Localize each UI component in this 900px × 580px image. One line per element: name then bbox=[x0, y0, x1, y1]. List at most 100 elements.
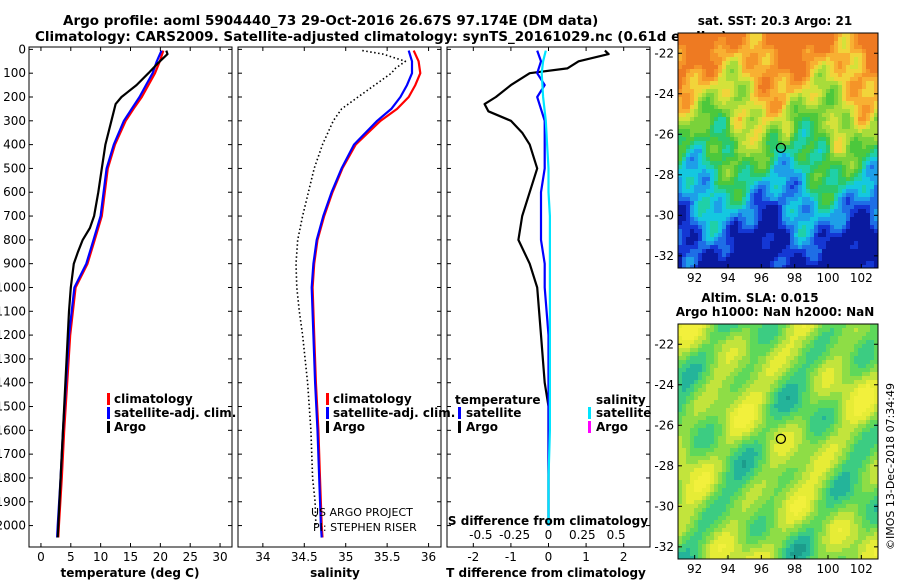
map-cell bbox=[794, 137, 799, 142]
map-cell bbox=[686, 157, 691, 162]
map-cell bbox=[818, 241, 823, 246]
map-cell bbox=[846, 165, 851, 170]
map-cell bbox=[730, 69, 735, 74]
map-cell bbox=[694, 125, 699, 130]
map-cell bbox=[786, 45, 791, 50]
map-cell bbox=[842, 412, 847, 417]
map-cell bbox=[854, 73, 859, 78]
map-cell bbox=[770, 69, 775, 74]
map-cell bbox=[826, 165, 831, 170]
map-cell bbox=[818, 456, 823, 461]
map-cell bbox=[870, 69, 875, 74]
map-cell bbox=[826, 356, 831, 361]
map-cell bbox=[834, 261, 839, 266]
map-cell bbox=[710, 261, 715, 266]
map-cell bbox=[734, 392, 739, 397]
map-cell bbox=[806, 332, 811, 337]
map-cell bbox=[774, 225, 779, 230]
map-cell bbox=[842, 432, 847, 437]
map-cell bbox=[790, 121, 795, 126]
map-cell bbox=[702, 253, 707, 258]
map-cell bbox=[678, 364, 683, 369]
map-cell bbox=[818, 352, 823, 357]
map-cell bbox=[686, 149, 691, 154]
map-cell bbox=[690, 225, 695, 230]
map-cell bbox=[782, 328, 787, 333]
map-cell bbox=[846, 249, 851, 254]
map-cell bbox=[786, 169, 791, 174]
map-cell bbox=[682, 141, 687, 146]
map-cell bbox=[754, 141, 759, 146]
map-cell bbox=[870, 444, 875, 449]
map-cell bbox=[846, 368, 851, 373]
map-cell bbox=[858, 364, 863, 369]
map-cell bbox=[822, 356, 827, 361]
map-cell bbox=[754, 33, 759, 38]
map-cell bbox=[762, 452, 767, 457]
map-cell bbox=[742, 185, 747, 190]
map-cell bbox=[694, 81, 699, 86]
map-cell bbox=[710, 265, 715, 268]
map-cell bbox=[742, 480, 747, 485]
map-cell bbox=[866, 161, 871, 166]
map-cell bbox=[734, 157, 739, 162]
map-cell bbox=[694, 332, 699, 337]
map-cell bbox=[686, 261, 691, 266]
map-cell bbox=[786, 233, 791, 238]
map-cell bbox=[714, 412, 719, 417]
map-cell bbox=[862, 265, 867, 268]
map-cell bbox=[742, 380, 747, 385]
map-cell bbox=[870, 189, 875, 194]
map-cell bbox=[758, 480, 763, 485]
map-cell bbox=[694, 245, 699, 250]
map-cell bbox=[866, 201, 871, 206]
map-cell bbox=[798, 460, 803, 465]
map-cell bbox=[738, 344, 743, 349]
map-cell bbox=[782, 452, 787, 457]
map-cell bbox=[718, 81, 723, 86]
map-cell bbox=[738, 424, 743, 429]
map-cell bbox=[746, 452, 751, 457]
map-cell bbox=[854, 53, 859, 58]
map-cell bbox=[774, 324, 779, 329]
map-cell bbox=[678, 197, 683, 202]
map-cell bbox=[694, 229, 699, 234]
map-cell bbox=[722, 225, 727, 230]
map-cell bbox=[834, 33, 839, 38]
map-cell bbox=[754, 400, 759, 405]
map-cell bbox=[766, 408, 771, 413]
map-cell bbox=[850, 221, 855, 226]
map-cell bbox=[866, 253, 871, 258]
map-cell bbox=[726, 328, 731, 333]
map-cell bbox=[850, 396, 855, 401]
map-cell bbox=[794, 372, 799, 377]
map-cell bbox=[722, 53, 727, 58]
map-cell bbox=[830, 157, 835, 162]
map-cell bbox=[850, 141, 855, 146]
map-cell bbox=[826, 233, 831, 238]
map-cell bbox=[710, 61, 715, 66]
map-cell bbox=[750, 416, 755, 421]
map-cell bbox=[842, 400, 847, 405]
map-cell bbox=[770, 205, 775, 210]
lat-tick-label: -26 bbox=[654, 127, 674, 141]
map-cell bbox=[730, 328, 735, 333]
map-cell bbox=[818, 157, 823, 162]
map-cell bbox=[774, 253, 779, 258]
map-cell bbox=[682, 221, 687, 226]
map-cell bbox=[774, 265, 779, 268]
map-cell bbox=[682, 376, 687, 381]
map-cell bbox=[782, 61, 787, 66]
map-cell bbox=[794, 257, 799, 262]
map-cell bbox=[826, 253, 831, 258]
map-cell bbox=[854, 416, 859, 421]
map-cell bbox=[742, 344, 747, 349]
map-cell bbox=[750, 332, 755, 337]
map-cell bbox=[810, 372, 815, 377]
map-cell bbox=[862, 185, 867, 190]
map-cell bbox=[750, 376, 755, 381]
map-cell bbox=[698, 249, 703, 254]
map-cell bbox=[810, 229, 815, 234]
map-cell bbox=[678, 428, 683, 433]
map-cell bbox=[842, 105, 847, 110]
